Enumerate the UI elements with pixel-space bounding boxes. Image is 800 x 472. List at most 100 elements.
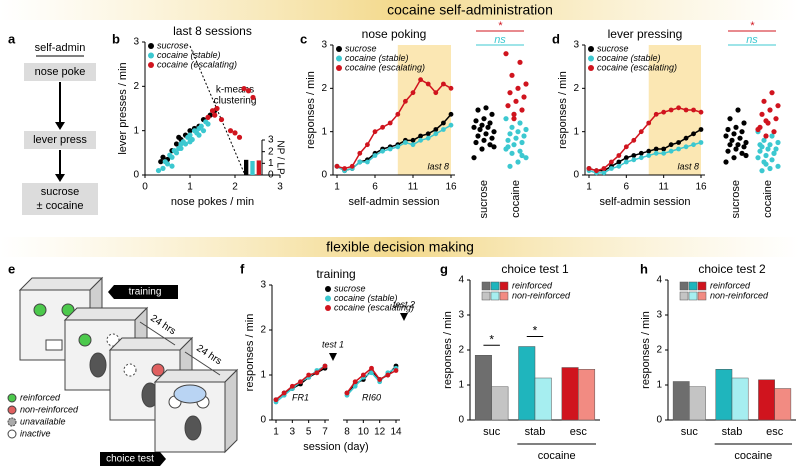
- point: [200, 128, 207, 134]
- x-tick-label: 16: [695, 182, 707, 193]
- point: [609, 159, 614, 165]
- point: [517, 148, 523, 154]
- x-tick-label: 1: [187, 182, 193, 193]
- bar: [250, 161, 255, 175]
- point: [441, 81, 446, 87]
- legend-swatch: [7, 405, 17, 415]
- point: [471, 155, 477, 161]
- point: [425, 81, 431, 87]
- step: lever press: [33, 134, 87, 146]
- legend-label: inactive: [20, 428, 51, 438]
- phase-label: RI60: [362, 392, 381, 402]
- legend-swatch: [688, 281, 698, 291]
- arrow-head: [55, 174, 65, 182]
- point: [769, 90, 775, 96]
- point: [479, 122, 485, 128]
- y-tick-label: 0: [133, 170, 139, 181]
- bar: [731, 377, 749, 421]
- cluster-boundary: [189, 45, 246, 176]
- significance-label: *: [498, 20, 503, 32]
- phase-label: FR1: [292, 392, 309, 402]
- point: [755, 155, 761, 161]
- point: [448, 122, 454, 128]
- point: [395, 111, 401, 117]
- point: [485, 124, 491, 130]
- point: [232, 130, 238, 136]
- point: [503, 51, 509, 57]
- point: [523, 126, 529, 133]
- x-tick-label: 5: [306, 427, 312, 438]
- y-tick-label: 4: [458, 275, 464, 286]
- point: [653, 146, 659, 152]
- point: [653, 111, 659, 117]
- point: [418, 77, 423, 83]
- point: [218, 116, 225, 123]
- point: [365, 159, 370, 165]
- point: [433, 131, 439, 137]
- point: [349, 163, 355, 169]
- chart-title: training: [316, 267, 355, 281]
- legend-label: cocaine (escalating): [597, 62, 677, 72]
- y-tick-label: 3: [573, 40, 579, 51]
- legend-label: cocaine (escalating): [345, 62, 425, 72]
- point: [723, 133, 729, 139]
- point: [314, 370, 320, 376]
- heading-band: [0, 237, 800, 257]
- y-tick-label: 2: [133, 81, 139, 92]
- point: [281, 390, 287, 396]
- panel-letter: c: [300, 31, 307, 46]
- magazine: [45, 339, 63, 351]
- x-tick-label: 0: [142, 182, 148, 193]
- outcome: sucrose: [41, 186, 80, 198]
- legend-swatch: [481, 281, 491, 291]
- point: [273, 397, 279, 403]
- point: [594, 168, 599, 174]
- point: [425, 131, 431, 137]
- point: [623, 144, 629, 150]
- point: [725, 126, 731, 133]
- legend-swatch: [336, 55, 342, 62]
- point: [441, 127, 446, 132]
- panel-letter: e: [8, 261, 15, 276]
- point: [653, 150, 659, 156]
- legend-swatch: [148, 52, 154, 59]
- point: [491, 144, 497, 150]
- point: [475, 107, 481, 113]
- y-tick-label: 0: [656, 415, 662, 426]
- y-tick-label: 3: [458, 310, 464, 321]
- point: [638, 150, 644, 156]
- y-tick-label: 2: [260, 325, 266, 336]
- point: [155, 167, 162, 174]
- legend-swatch: [490, 281, 500, 291]
- point: [586, 166, 592, 171]
- legend-label: cocaine (escalating): [157, 59, 237, 69]
- point: [357, 159, 363, 165]
- point: [418, 133, 423, 139]
- point: [757, 142, 763, 148]
- step-box: [24, 131, 96, 149]
- series-line: [588, 141, 702, 174]
- point: [771, 129, 777, 135]
- chamber-top: [108, 337, 194, 351]
- legend-swatch: [325, 286, 331, 292]
- delay-label: 24 hrs: [194, 343, 223, 367]
- point: [509, 150, 515, 156]
- legend-label: sucrose: [345, 43, 377, 53]
- point: [725, 148, 731, 154]
- point: [775, 139, 781, 146]
- y-axis-label: responses / min: [442, 311, 454, 389]
- legend-swatch: [499, 281, 509, 291]
- point: [683, 135, 689, 141]
- y-tick-label: 1: [260, 370, 266, 381]
- significance-label: *: [750, 20, 755, 32]
- point: [425, 135, 431, 141]
- schematic: self-admin nose poke lever press sucrose…: [22, 42, 98, 215]
- point: [733, 146, 739, 152]
- legend-label: non-reinforced: [20, 404, 79, 414]
- point: [410, 142, 416, 148]
- legend-swatch: [679, 281, 689, 291]
- chamber-top: [63, 307, 149, 321]
- legend-swatch: [148, 43, 154, 49]
- y-tick-label: 3: [656, 310, 662, 321]
